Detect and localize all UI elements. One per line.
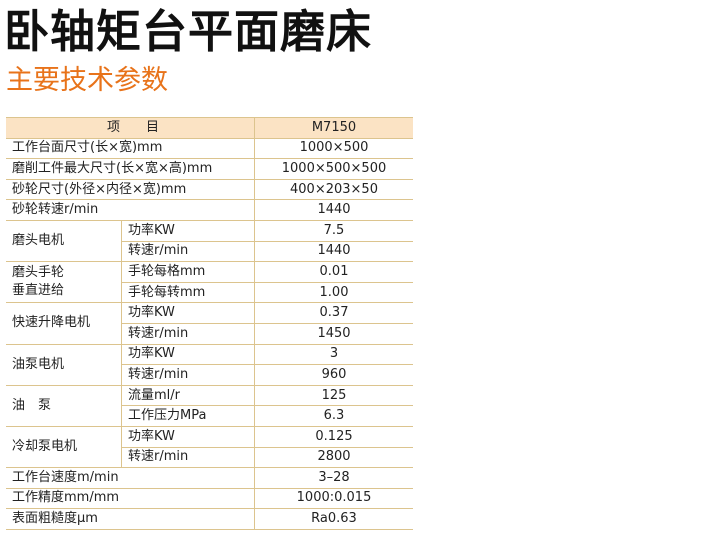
table-row: 冷却泵电机 功率KW 0.125 xyxy=(6,425,413,469)
param-value: 1450 xyxy=(254,322,413,345)
table-row: 油 泵流量ml/r 125 xyxy=(6,384,413,427)
table-header-row: 项 目 M7150 xyxy=(6,117,413,139)
group-label: 油 泵 xyxy=(6,384,122,427)
group-label: 快速升降电机 xyxy=(6,302,122,345)
table-row: 工作精度mm/mm 1000:0.015 xyxy=(6,487,413,510)
group-label: 冷却泵电机 xyxy=(6,425,122,469)
param-value: 125 xyxy=(254,384,413,407)
param-label: 转速r/min xyxy=(121,446,255,469)
table-row: 工作压力MPa 6.3 xyxy=(6,405,413,427)
table-row: 磨头手轮 垂直进给 手轮每格mm 0.01 xyxy=(6,261,413,304)
param-label: 工作台面尺寸(长×宽)mm xyxy=(6,137,255,160)
table-row: 工作台速度m/min 3–28 xyxy=(6,467,413,489)
param-label: 功率KW xyxy=(121,219,255,242)
group-label: 磨头手轮 垂直进给 xyxy=(6,261,122,304)
table-row: 磨削工件最大尺寸(长×宽×高)mm 1000×500×500 xyxy=(6,158,413,180)
param-label: 转速r/min xyxy=(121,240,255,263)
param-value: 0.125 xyxy=(254,425,413,448)
param-label: 功率KW xyxy=(121,425,255,448)
table-row: 磨头电机 功率KW 7.5 xyxy=(6,219,413,263)
param-value: 6.3 xyxy=(254,405,413,427)
spec-table: 项 目 M7150 工作台面尺寸(长×宽)mm 1000×500 磨削工件最大尺寸(… xyxy=(6,117,413,530)
table-row: 工作台面尺寸(长×宽)mm 1000×500 xyxy=(6,137,413,160)
table-row: 表面粗糙度μm Ra0.63 xyxy=(6,508,413,530)
table-row: 油泵电机 功率KW 3 xyxy=(6,343,413,386)
param-label: 手轮每转mm xyxy=(121,281,255,304)
param-value: 0.37 xyxy=(254,302,413,324)
param-value: 2800 xyxy=(254,446,413,469)
param-value: 1440 xyxy=(254,240,413,263)
section-subtitle: 主要技术参数 xyxy=(6,65,168,96)
table-row: 砂轮尺寸(外径×内径×宽)mm 400×203×50 xyxy=(6,178,413,201)
param-label: 砂轮尺寸(外径×内径×宽)mm xyxy=(6,178,255,201)
table-row: 转速r/min 1450 xyxy=(6,322,413,345)
param-label: 转速r/min xyxy=(121,364,255,386)
group-label: 磨头电机 xyxy=(6,219,122,263)
param-value: 1000×500×500 xyxy=(254,158,413,180)
param-value: 1000×500 xyxy=(254,137,413,160)
param-value: 3–28 xyxy=(254,467,413,489)
table-row: 快速升降电机 功率KW 0.37 xyxy=(6,302,413,345)
param-value: 7.5 xyxy=(254,219,413,242)
param-label: 磨削工件最大尺寸(长×宽×高)mm xyxy=(6,158,255,180)
header-model: M7150 xyxy=(254,117,413,139)
param-label: 工作台速度m/min xyxy=(6,467,255,489)
param-label: 手轮每格mm xyxy=(121,261,255,283)
table-row: 转速r/min 960 xyxy=(6,364,413,386)
header-item: 项 目 xyxy=(6,117,255,139)
param-label: 功率KW xyxy=(121,302,255,324)
param-label: 表面粗糙度μm xyxy=(6,508,255,530)
param-value: 960 xyxy=(254,364,413,386)
param-label: 工作压力MPa xyxy=(121,405,255,427)
table-row: 转速r/min 1440 xyxy=(6,240,413,263)
param-label: 功率KW xyxy=(121,343,255,366)
param-value: 3 xyxy=(254,343,413,366)
param-label: 砂轮转速r/min xyxy=(6,199,255,221)
table-row: 砂轮转速r/min 1440 xyxy=(6,199,413,221)
table-row: 转速r/min 2800 xyxy=(6,446,413,469)
param-value: Ra0.63 xyxy=(254,508,413,530)
group-label: 油泵电机 xyxy=(6,343,122,386)
param-value: 1000:0.015 xyxy=(254,487,413,510)
page-title: 卧轴矩台平面磨床 xyxy=(4,5,373,58)
param-value: 1.00 xyxy=(254,281,413,304)
param-label: 转速r/min xyxy=(121,322,255,345)
param-value: 400×203×50 xyxy=(254,178,413,201)
param-label: 流量ml/r xyxy=(121,384,255,407)
param-label: 工作精度mm/mm xyxy=(6,487,255,510)
param-value: 1440 xyxy=(254,199,413,221)
param-value: 0.01 xyxy=(254,261,413,283)
